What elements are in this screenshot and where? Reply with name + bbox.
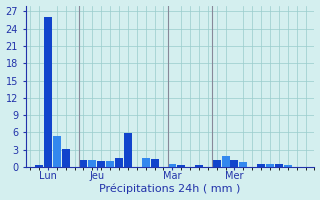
Bar	[195, 165, 203, 167]
Bar	[106, 161, 114, 167]
Bar	[124, 133, 132, 167]
Bar	[275, 164, 283, 167]
Bar	[213, 160, 221, 167]
Bar	[239, 162, 247, 167]
Bar	[44, 17, 52, 167]
X-axis label: Précipitations 24h ( mm ): Précipitations 24h ( mm )	[100, 184, 241, 194]
Bar	[88, 160, 96, 167]
Bar	[257, 164, 265, 167]
Bar	[230, 160, 238, 167]
Bar	[168, 164, 176, 167]
Bar	[284, 165, 292, 167]
Bar	[79, 160, 87, 167]
Bar	[62, 149, 70, 167]
Bar	[35, 165, 43, 167]
Bar	[222, 156, 229, 167]
Bar	[150, 159, 158, 167]
Bar	[115, 158, 123, 167]
Bar	[97, 161, 105, 167]
Bar	[177, 165, 185, 167]
Bar	[53, 136, 61, 167]
Bar	[266, 164, 274, 167]
Bar	[142, 158, 150, 167]
